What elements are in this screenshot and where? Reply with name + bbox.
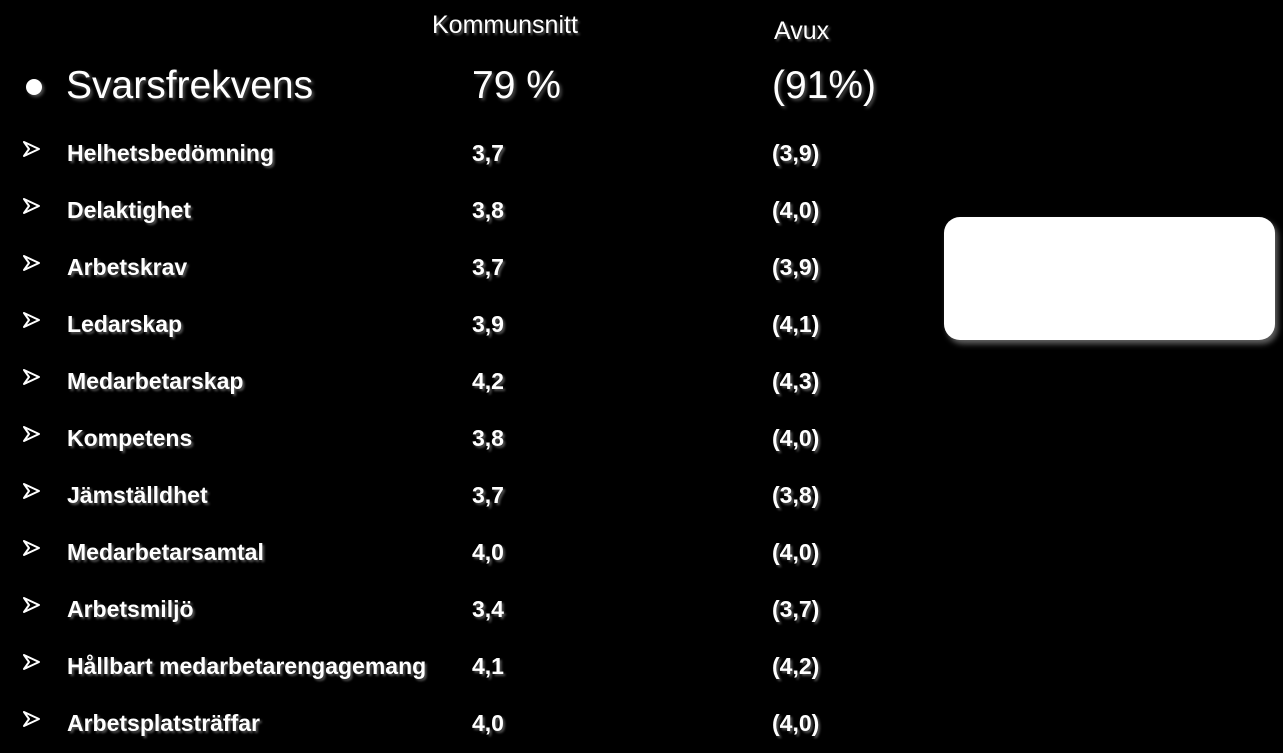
row-avux-value: (4,2): [772, 653, 820, 679]
list-item: Jämställdhet 3,7 (3,8): [0, 477, 940, 534]
row-avux-value: (3,9): [772, 140, 820, 166]
bullet-dot-icon: [26, 79, 42, 95]
row-kommun-value: 3,7: [472, 482, 504, 508]
arrow-bullet-icon: [23, 198, 40, 214]
row-kommun-value: 4,0: [472, 710, 504, 736]
row-label: Delaktighet: [67, 197, 191, 223]
list-item: Kompetens 3,8 (4,0): [0, 420, 940, 477]
arrow-bullet-icon: [23, 426, 40, 442]
arrow-bullet-icon: [23, 711, 40, 727]
list-item: Arbetsmiljö 3,4 (3,7): [0, 591, 940, 648]
list-item: Delaktighet 3,8 (4,0): [0, 192, 940, 249]
list-item: Medarbetarskap 4,2 (4,3): [0, 363, 940, 420]
row-label: Arbetskrav: [67, 254, 188, 280]
arrow-bullet-icon: [23, 369, 40, 385]
row-label: Arbetsplatsträffar: [67, 710, 260, 736]
row-kommun-value: 3,4: [472, 596, 504, 622]
row-avux-value: (4,0): [772, 710, 820, 736]
row-label: Ledarskap: [67, 311, 183, 337]
summary-label: Svarsfrekvens: [66, 64, 314, 107]
row-kommun-value: 3,8: [472, 197, 504, 223]
row-avux-value: (4,0): [772, 197, 820, 223]
row-avux-value: (3,9): [772, 254, 820, 280]
row-kommun-value: 3,8: [472, 425, 504, 451]
row-avux-value: (4,0): [772, 425, 820, 451]
kommunsnitt-header: Kommunsnitt: [432, 11, 578, 39]
row-avux-value: (3,7): [772, 596, 820, 622]
avux-header: Avux: [774, 17, 830, 45]
list-item: Arbetsplatsträffar 4,0 (4,0): [0, 705, 940, 753]
metrics-list: Helhetsbedömning 3,7 (3,9) Delaktighet 3…: [0, 135, 940, 753]
row-kommun-value: 3,7: [472, 254, 504, 280]
row-kommun-value: 3,9: [472, 311, 504, 337]
list-item: Helhetsbedömning 3,7 (3,9): [0, 135, 940, 192]
row-label: Helhetsbedömning: [67, 140, 275, 166]
row-avux-value: (3,8): [772, 482, 820, 508]
list-item: Medarbetarsamtal 4,0 (4,0): [0, 534, 940, 591]
row-avux-value: (4,1): [772, 311, 820, 337]
arrow-bullet-icon: [23, 483, 40, 499]
arrow-bullet-icon: [23, 654, 40, 670]
row-label: Medarbetarsamtal: [67, 539, 264, 565]
summary-avux-value: (91%): [772, 64, 877, 107]
arrow-bullet-icon: [23, 255, 40, 271]
arrow-bullet-icon: [23, 312, 40, 328]
list-item: Hållbart medarbetarengagemang 4,1 (4,2): [0, 648, 940, 705]
row-label: Hållbart medarbetarengagemang: [67, 653, 427, 679]
row-label: Medarbetarskap: [67, 368, 244, 394]
row-avux-value: (4,3): [772, 368, 820, 394]
arrow-bullet-icon: [23, 597, 40, 613]
white-callout-box: [944, 217, 1275, 340]
arrow-bullet-icon: [23, 540, 40, 556]
row-label: Arbetsmiljö: [67, 596, 194, 622]
row-kommun-value: 4,2: [472, 368, 504, 394]
list-item: Ledarskap 3,9 (4,1): [0, 306, 940, 363]
row-avux-value: (4,0): [772, 539, 820, 565]
row-kommun-value: 3,7: [472, 140, 504, 166]
row-label: Kompetens: [67, 425, 193, 451]
row-kommun-value: 4,1: [472, 653, 504, 679]
summary-row: Svarsfrekvens 79 % (91%): [0, 64, 940, 114]
row-kommun-value: 4,0: [472, 539, 504, 565]
row-label: Jämställdhet: [67, 482, 208, 508]
arrow-bullet-icon: [23, 141, 40, 157]
summary-kommun-value: 79 %: [472, 64, 561, 107]
list-item: Arbetskrav 3,7 (3,9): [0, 249, 940, 306]
